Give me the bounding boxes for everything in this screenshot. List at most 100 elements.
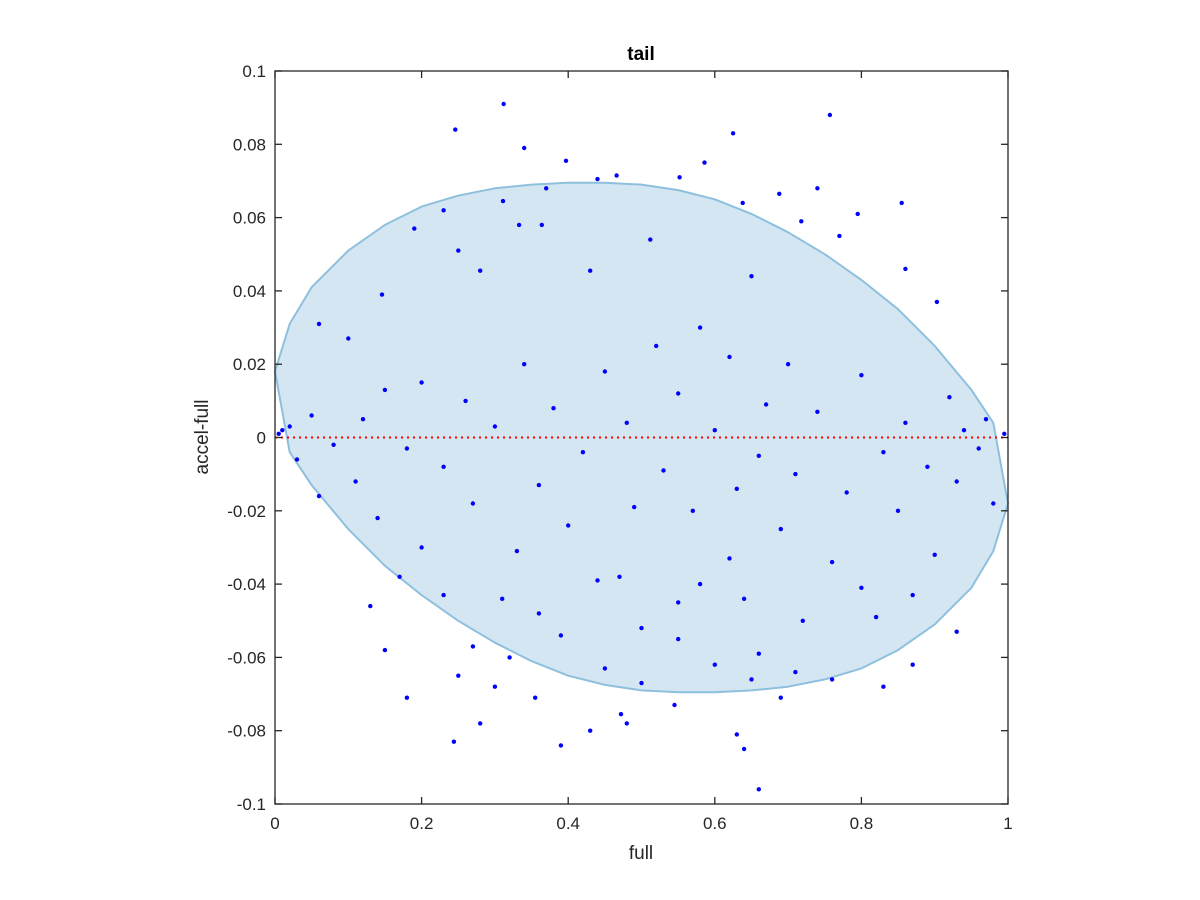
data-point: [566, 523, 571, 528]
data-point: [563, 158, 569, 163]
data-point: [661, 468, 666, 473]
data-point: [463, 398, 468, 404]
data-point: [441, 464, 446, 469]
data-point: [815, 409, 820, 414]
data-point: [382, 387, 388, 393]
data-point: [580, 450, 586, 455]
data-point: [602, 369, 608, 374]
data-point: [899, 200, 904, 206]
data-point: [712, 428, 717, 433]
y-tick-label: -0.04: [227, 575, 266, 594]
data-point: [777, 191, 782, 196]
data-point: [859, 585, 864, 590]
data-point: [632, 504, 637, 510]
y-tick-label: 0.08: [233, 135, 266, 154]
data-point: [697, 325, 703, 330]
data-point: [478, 721, 483, 726]
data-point: [925, 464, 930, 469]
y-tick-label: 0.04: [233, 282, 266, 301]
x-axis-ticks: 0 0.2 0.4 0.6 0.8 1: [270, 71, 1013, 833]
data-point: [947, 395, 952, 400]
data-point: [316, 493, 322, 499]
data-point: [368, 603, 373, 609]
data-point: [756, 651, 761, 656]
data-point: [654, 343, 659, 349]
data-point: [492, 424, 498, 429]
data-point: [382, 647, 388, 653]
data-point: [614, 173, 619, 178]
y-tick-label: -0.06: [227, 648, 266, 667]
data-point: [932, 552, 937, 557]
data-point: [346, 336, 351, 341]
data-point: [730, 131, 736, 136]
data-point: [800, 618, 805, 623]
data-point: [595, 176, 600, 182]
data-point: [763, 402, 769, 407]
data-point: [639, 680, 644, 686]
data-point: [360, 417, 366, 422]
data-point: [507, 655, 512, 660]
data-point: [588, 268, 593, 273]
data-point: [895, 508, 901, 513]
data-point: [456, 248, 461, 253]
data-point: [934, 299, 940, 305]
data-point: [544, 186, 549, 191]
data-point: [778, 695, 783, 700]
data-point: [749, 677, 754, 682]
data-point: [379, 292, 385, 297]
data-point: [648, 237, 653, 242]
data-point: [734, 732, 739, 737]
y-tick-label: -0.1: [237, 795, 266, 814]
x-tick-label: 0.4: [556, 814, 580, 833]
data-point: [470, 644, 476, 649]
y-tick-label: 0.06: [233, 209, 266, 228]
data-point: [516, 222, 522, 228]
data-point: [331, 442, 336, 447]
y-tick-label: -0.08: [227, 722, 266, 741]
data-point: [837, 233, 842, 239]
data-point: [676, 636, 681, 642]
data-point: [294, 457, 300, 462]
y-tick-label: -0.02: [227, 502, 266, 521]
data-point: [539, 222, 544, 228]
data-point: [793, 471, 798, 477]
data-point: [353, 479, 358, 484]
data-point: [741, 746, 747, 752]
data-point: [690, 508, 695, 513]
data-point: [419, 380, 424, 385]
y-axis-ticks: 0.1 0.08 0.06 0.04 0.02 0 -0.02 -0.04 -0.06 -0.08…: [227, 62, 1008, 814]
data-point: [316, 321, 322, 327]
data-point: [961, 428, 967, 433]
data-point: [451, 739, 457, 744]
data-point: [500, 596, 505, 601]
data-point: [815, 186, 820, 191]
data-points: [276, 101, 1007, 792]
plot-area: 0 0.2 0.4 0.6 0.8 1 0.1 0.08 0.06 0.04 0.02 0 -0.02…: [227, 62, 1012, 833]
x-axis-label: full: [629, 843, 653, 864]
data-point: [501, 101, 506, 107]
data-point: [441, 208, 446, 213]
data-point: [492, 684, 498, 689]
data-point: [829, 677, 835, 682]
data-point: [855, 211, 860, 217]
data-point: [453, 127, 458, 132]
data-point: [712, 662, 717, 667]
data-point: [558, 633, 564, 638]
x-tick-label: 0.2: [410, 814, 434, 833]
data-point: [624, 721, 629, 726]
data-point: [741, 596, 747, 601]
data-point: [602, 666, 608, 671]
data-point: [536, 482, 542, 488]
data-point: [470, 501, 476, 506]
data-point: [595, 578, 600, 583]
data-point: [441, 592, 446, 598]
data-point: [522, 145, 527, 151]
data-point: [873, 614, 879, 620]
data-point: [404, 446, 410, 451]
data-point: [697, 581, 703, 587]
data-point: [533, 695, 538, 700]
data-point: [983, 417, 989, 422]
x-tick-label: 0.8: [850, 814, 874, 833]
data-point: [456, 673, 461, 678]
data-point: [397, 574, 402, 579]
